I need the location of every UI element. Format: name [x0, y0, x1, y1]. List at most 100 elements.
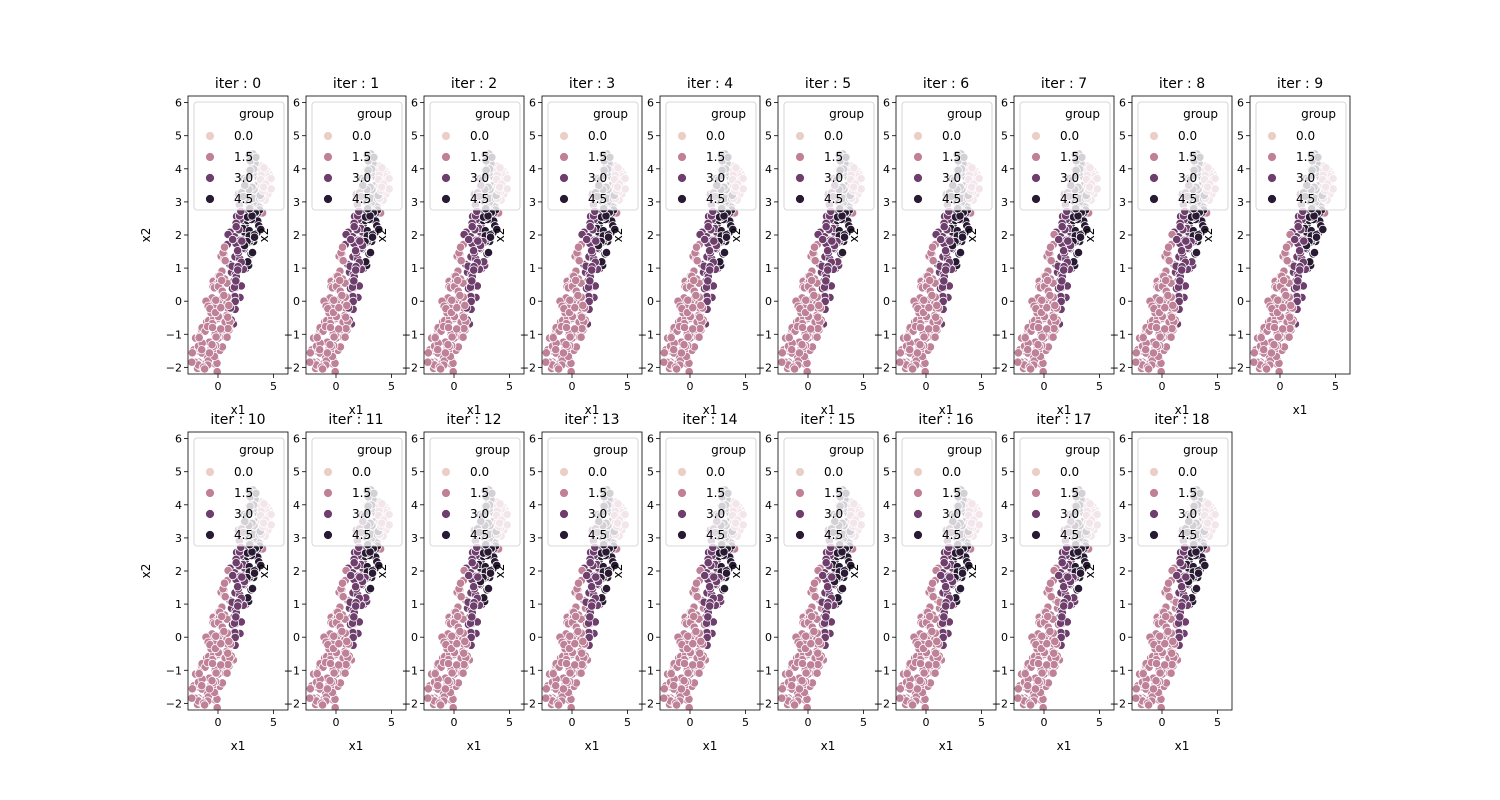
scatter-point [1030, 348, 1041, 358]
legend-box [429, 437, 521, 547]
y-tick-label: 0 [883, 295, 890, 308]
scatter-point [1293, 276, 1303, 286]
legend-label: 1.5 [352, 150, 371, 164]
y-tick-label: 2 [1237, 229, 1244, 242]
y-tick-label: −2 [166, 697, 182, 710]
scatter-point [1163, 290, 1173, 300]
scatter-point [565, 332, 575, 342]
y-tick-label: −1 [166, 328, 182, 341]
scatter-point [443, 322, 454, 333]
x-axis-label: x1 [1293, 403, 1308, 417]
scatter-point [778, 357, 787, 367]
scatter-point [925, 275, 935, 285]
scatter-point [455, 626, 465, 637]
scatter-point [453, 611, 463, 622]
scatter-point [1256, 333, 1266, 343]
legend-marker [441, 488, 451, 498]
subplot-title: iter : 6 [923, 76, 969, 92]
y-tick-label: 1 [647, 262, 654, 275]
scatter-point [337, 578, 348, 588]
scatter-point [795, 380, 803, 388]
legend-title: group [1065, 107, 1100, 121]
scatter-point [321, 382, 329, 390]
y-tick-label: 5 [1001, 130, 1008, 143]
legend-label: 4.5 [234, 528, 253, 542]
y-tick-label: 3 [529, 196, 536, 209]
scatter-point [1278, 324, 1288, 334]
scatter-point [233, 601, 243, 611]
scatter-point [927, 290, 937, 300]
scatter-point [578, 300, 588, 310]
scatter-point [448, 703, 458, 710]
y-tick-label: 6 [647, 97, 654, 110]
scatter-point [1290, 234, 1300, 245]
scatter-point [233, 246, 243, 256]
scatter-point [459, 312, 469, 322]
scatter-point [919, 332, 929, 342]
scatter-point [1075, 232, 1086, 242]
scatter-point [809, 242, 820, 252]
scatter-point [452, 639, 462, 649]
scatter-point [1144, 364, 1154, 374]
x-axis-label: x1 [349, 403, 364, 417]
legend-label: 1.5 [706, 150, 725, 164]
scatter-point [205, 716, 213, 724]
subplot-5: iter : 50 5x1−2−10123456x2group0.01.53.04… [729, 76, 879, 417]
scatter-point [1311, 232, 1322, 242]
scatter-point [433, 681, 443, 691]
y-tick-label: 5 [1119, 130, 1126, 143]
scatter-point [924, 303, 934, 313]
scatter-point [341, 648, 351, 658]
y-tick-label: 3 [175, 196, 182, 209]
scatter-point [200, 364, 210, 374]
scatter-point [794, 348, 805, 358]
y-tick-label: 0 [175, 295, 182, 308]
scatter-point [220, 256, 230, 266]
scatter-point [1132, 357, 1141, 367]
scatter-point [1295, 246, 1305, 256]
legend-label: 3.0 [1296, 171, 1315, 185]
legend-box [311, 437, 403, 547]
y-tick-label: 4 [175, 499, 182, 512]
y-tick-label: 1 [293, 598, 300, 611]
scatter-point [1266, 348, 1277, 358]
subplot-title: iter : 3 [569, 76, 615, 92]
scatter-point [217, 611, 227, 622]
scatter-point [1273, 332, 1283, 342]
y-tick-label: 0 [1119, 295, 1126, 308]
x-axis-label: x1 [821, 403, 836, 417]
scatter-point [460, 636, 470, 647]
y-tick-label: 2 [411, 229, 418, 242]
scatter-point [1200, 224, 1210, 234]
scatter-point [573, 578, 584, 588]
legend-label: 4.5 [1296, 192, 1315, 206]
scatter-point [1046, 256, 1056, 266]
subplot-title: iter : 9 [1277, 76, 1323, 92]
y-tick-label: 2 [175, 565, 182, 578]
scatter-point [561, 658, 572, 669]
scatter-point [1181, 236, 1191, 246]
scatter-point [695, 312, 705, 322]
y-tick-label: 4 [883, 163, 890, 176]
scatter-point [1163, 242, 1174, 252]
legend-label: 3.0 [942, 171, 961, 185]
legend-label: 4.5 [470, 192, 489, 206]
y-tick-label: −1 [1228, 328, 1244, 341]
scatter-point [787, 345, 797, 355]
scatter-point [936, 234, 946, 245]
scatter-point [453, 275, 463, 285]
y-tick-label: −1 [520, 328, 536, 341]
scatter-point [247, 248, 258, 258]
scatter-point [349, 222, 359, 232]
y-tick-label: −2 [520, 361, 536, 374]
y-tick-label: −1 [284, 664, 300, 677]
scatter-point [216, 324, 226, 334]
scatter-point [957, 232, 968, 242]
scatter-point [312, 669, 322, 679]
legend-marker [205, 131, 215, 141]
legend-marker [559, 131, 569, 141]
scatter-point [1151, 340, 1161, 350]
legend-label: 0.0 [1178, 129, 1197, 143]
y-tick-label: 5 [765, 130, 772, 143]
